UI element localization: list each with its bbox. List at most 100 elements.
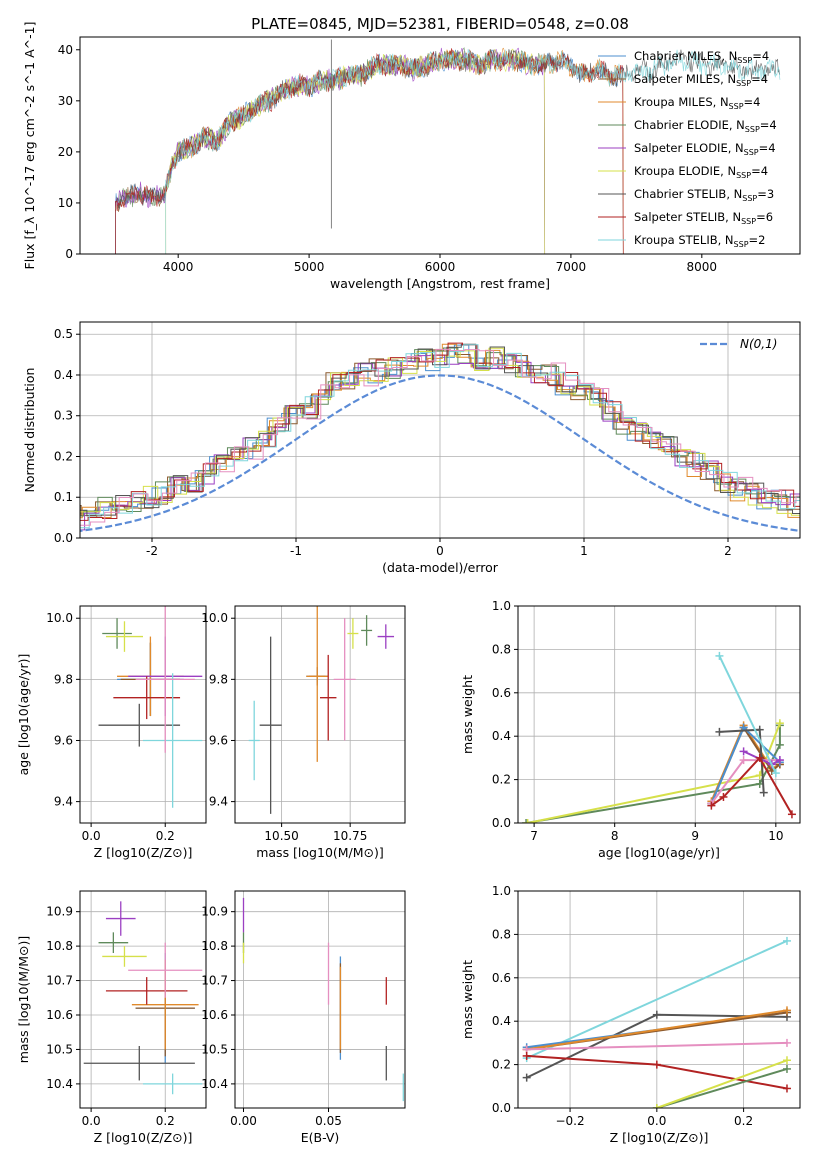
x-tick-label: 8 (611, 829, 619, 843)
legend-label: Salpeter MILES, NSSP=4 (634, 72, 768, 88)
y-axis-label: mass weight (460, 675, 475, 754)
y-axis-label: mass [log10(M/M⊙)] (16, 936, 31, 1064)
errorbar-point (83, 1046, 195, 1081)
y-tick-label: 0.6 (492, 971, 511, 985)
data-marker (715, 727, 724, 736)
y-tick-label: 9.4 (54, 795, 73, 809)
series-line (526, 939, 788, 1060)
legend-label: Chabrier ELODIE, NSSP=4 (634, 118, 777, 134)
y-tick-label: 20 (58, 145, 73, 159)
spectrum-line (165, 47, 624, 254)
series-line (526, 1041, 788, 1051)
errorbar-point (361, 615, 373, 646)
x-axis-label: wavelength [Angstrom, rest frame] (330, 276, 550, 291)
mass-ebv-axes: 0.00 0.05 10.4 10.5 10.6 10.7 10.8 10.9 E(B-V) (201, 890, 406, 1145)
y-tick-label: 0.8 (492, 642, 511, 656)
y-tick-label: 10.7 (46, 974, 73, 988)
x-tick-label: 1 (580, 544, 588, 558)
x-tick-label: -1 (290, 544, 302, 558)
legend-label: Salpeter STELIB, NSSP=6 (634, 210, 773, 226)
x-tick-label: 0.2 (156, 829, 175, 843)
y-tick-label: 0.6 (492, 686, 511, 700)
plot-area (80, 891, 206, 1108)
plot-area (518, 891, 800, 1108)
data-marker (782, 936, 791, 945)
errorbar-point (320, 654, 337, 741)
x-axis-label: Z [log10(Z/Z⊙)] (94, 1130, 193, 1145)
histogram-step (80, 343, 800, 517)
data-marker (522, 1073, 531, 1082)
series-line (656, 1067, 788, 1108)
errorbar-point (102, 946, 147, 967)
errorbar-point (113, 676, 181, 720)
y-tick-label: 10.8 (46, 939, 73, 953)
data-marker (787, 810, 796, 819)
axes-frame (79, 890, 207, 1109)
data-marker (771, 769, 780, 778)
spectrum-line (165, 48, 781, 254)
y-axis-label: Flux [f_λ 10^-17 erg cm^-2 s^-1 A^-1] (22, 22, 37, 270)
x-tick-label: 0.00 (230, 1114, 257, 1128)
data-marker (522, 819, 531, 823)
x-tick-label: 7 (530, 829, 538, 843)
y-tick-label: 30 (58, 94, 73, 108)
errorbar-point (128, 942, 203, 998)
x-tick-label: 10.50 (264, 829, 298, 843)
x-tick-label: −0.2 (555, 1114, 584, 1128)
data-marker (739, 747, 748, 756)
x-tick-label: 0.0 (647, 1114, 666, 1128)
axes-frame (517, 605, 801, 824)
y-tick-label: 0.0 (492, 1101, 511, 1115)
data-marker (652, 1060, 661, 1069)
data-marker (652, 1104, 661, 1108)
y-tick-label: 0.8 (492, 927, 511, 941)
histogram-step (80, 354, 800, 531)
y-tick-label: 1.0 (492, 884, 511, 898)
x-tick-label: -2 (146, 544, 158, 558)
y-tick-label: 10.0 (201, 611, 228, 625)
histogram-step (80, 347, 800, 516)
y-tick-label: 10.8 (201, 939, 228, 953)
data-marker (782, 1006, 791, 1015)
x-tick-label: 0.2 (734, 1114, 753, 1128)
data-marker (782, 1056, 791, 1065)
figure-title: PLATE=0845, MJD=52381, FIBERID=0548, z=0… (251, 15, 629, 33)
errorbar-point (333, 618, 356, 741)
errorbar-point (377, 624, 395, 649)
legend-label: Salpeter ELODIE, NSSP=4 (634, 141, 776, 157)
y-tick-label: 0.0 (492, 816, 511, 830)
y-tick-label: 0.2 (492, 773, 511, 787)
axes-frame (234, 605, 406, 824)
x-axis-label: E(B-V) (301, 1130, 340, 1145)
data-marker (715, 651, 724, 660)
weight-z-axes: −0.2 0.0 0.2 0.0 0.2 0.4 0.6 0.8 1.0 Z [log10(Z/Z… (460, 884, 801, 1145)
y-tick-label: 0.2 (492, 1058, 511, 1072)
plot-area (114, 39, 781, 254)
y-tick-label: 9.8 (54, 672, 73, 686)
axes-frame (79, 321, 801, 539)
y-axis-label: Normed distribution (22, 368, 37, 493)
data-marker (775, 740, 784, 749)
x-tick-label: 4000 (163, 260, 194, 274)
plot-area (80, 322, 800, 538)
legend-label: Kroupa STELIB, NSSP=2 (634, 233, 765, 249)
data-marker (523, 819, 532, 823)
y-tick-label: 10.7 (201, 974, 228, 988)
errorbar-point (347, 618, 359, 649)
errorbar-point (248, 700, 260, 781)
x-tick-label: 10.75 (333, 829, 367, 843)
errorbar-point (98, 703, 181, 747)
errorbar-point (98, 932, 129, 953)
histogram-step (80, 344, 800, 529)
data-marker (782, 1084, 791, 1093)
y-tick-label: 10.4 (46, 1077, 73, 1091)
y-tick-label: 0.5 (54, 327, 73, 341)
series-line (527, 722, 781, 823)
x-axis-label: Z [log10(Z/Z⊙)] (610, 1130, 709, 1145)
data-marker (522, 1051, 531, 1060)
y-tick-label: 0.3 (54, 409, 73, 423)
x-tick-label: 7000 (556, 260, 587, 274)
data-marker (652, 1010, 661, 1019)
plot-area (235, 891, 405, 1108)
